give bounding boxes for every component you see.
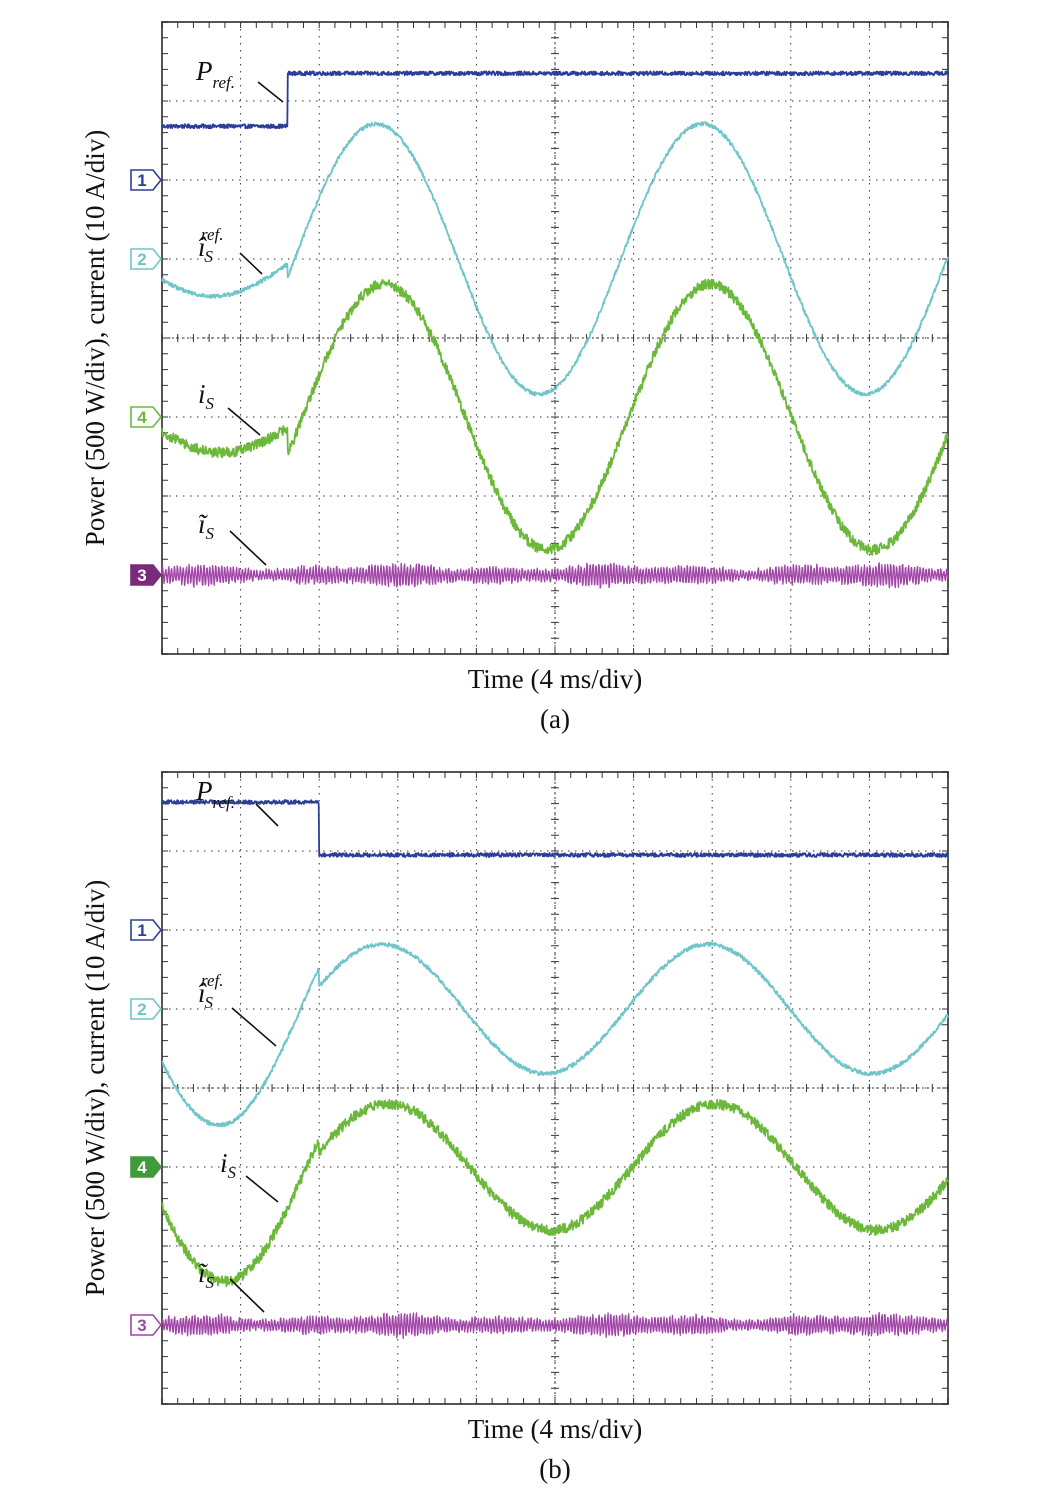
- svg-text:ĩS: ĩS: [198, 1258, 215, 1292]
- scope-traces: [161, 70, 949, 589]
- annotation-is-tilde: ĩS: [198, 1258, 265, 1313]
- svg-text:iS: iS: [220, 1148, 237, 1182]
- trace-p-ref: [161, 70, 949, 130]
- annotation-main: ĩ: [198, 509, 208, 539]
- annotation-p-ref: Pref.: [195, 56, 284, 103]
- annotation-main: P: [195, 56, 213, 86]
- trace-is-ref-hat: [161, 121, 949, 397]
- annotation-sub: S: [206, 524, 215, 543]
- y-axis-label: Power (500 W/div), current (10 A/div): [80, 880, 110, 1296]
- channel-marker-2: 2: [130, 248, 163, 270]
- annotation-main: î: [198, 978, 207, 1008]
- channel-marker-label: 3: [137, 566, 146, 585]
- channel-marker-1: 1: [130, 919, 163, 941]
- y-axis-label: Power (500 W/div), current (10 A/div): [80, 130, 110, 546]
- scope-traces: [161, 799, 949, 1340]
- channel-marker-label: 4: [137, 1158, 147, 1177]
- channel-marker-3: 3: [130, 1314, 163, 1336]
- annotation-i-s: iS: [220, 1148, 279, 1203]
- annotation-sup: ref.: [201, 971, 224, 990]
- svg-text:Pref.: Pref.: [195, 776, 235, 812]
- channel-marker-label: 4: [137, 408, 147, 427]
- trace-i-s: [161, 1098, 949, 1288]
- annotation-leader: [245, 1175, 279, 1203]
- annotation-p-ref: Pref.: [195, 776, 279, 827]
- annotation-sub: S: [206, 1273, 215, 1292]
- annotation-is-ref: îSref.: [198, 225, 263, 275]
- channel-marker-label: 2: [137, 250, 146, 269]
- channel-marker-3: 3: [130, 564, 163, 586]
- trace-p-ref: [161, 799, 949, 858]
- channel-marker-4: 4: [130, 406, 163, 428]
- annotation-sub: S: [205, 993, 214, 1012]
- annotation-main: i: [198, 379, 206, 409]
- annotation-leader: [229, 530, 267, 566]
- annotation-main: î: [198, 232, 207, 262]
- annotation-sub: ref.: [213, 73, 236, 92]
- channel-markers: 1 2 4 3: [130, 169, 163, 586]
- svg-text:îSref.: îSref.: [198, 971, 224, 1012]
- grid-minor-ticks: [161, 771, 949, 1405]
- channel-marker-1: 1: [130, 169, 163, 191]
- annotation-leader: [239, 252, 263, 275]
- annotation-leader: [231, 1007, 277, 1047]
- annotation-main: i: [220, 1148, 228, 1178]
- annotation-leader: [257, 81, 284, 103]
- x-axis-label: Time (4 ms/div): [468, 1414, 643, 1444]
- annotation-sup: ref.: [201, 225, 224, 244]
- annotation-is-ref: îSref.: [198, 971, 277, 1047]
- svg-text:Pref.: Pref.: [195, 56, 235, 92]
- annotation-i-s: iS: [198, 379, 261, 436]
- x-axis-label: Time (4 ms/div): [468, 664, 643, 694]
- trace-is-tilde: [161, 562, 949, 589]
- trace-is-tilde: [161, 1311, 949, 1340]
- annotation-sub: S: [205, 247, 214, 266]
- annotation-main: P: [195, 776, 213, 806]
- channel-marker-label: 1: [137, 171, 146, 190]
- annotation-leader: [229, 1278, 265, 1313]
- annotation-sub: ref.: [213, 793, 236, 812]
- panel-label: (a): [540, 704, 570, 734]
- channel-marker-label: 3: [137, 1316, 146, 1335]
- channel-markers: 1 2 4 3: [130, 919, 163, 1336]
- trace-i-s: [161, 278, 949, 556]
- grid-minor-ticks: [161, 21, 949, 655]
- svg-text:îSref.: îSref.: [198, 225, 224, 266]
- trace-is-ref-hat: [161, 941, 949, 1128]
- channel-marker-2: 2: [130, 998, 163, 1020]
- channel-marker-label: 2: [137, 1000, 146, 1019]
- svg-text:ĩS: ĩS: [198, 509, 215, 543]
- annotation-leader: [227, 407, 261, 436]
- svg-text:iS: iS: [198, 379, 215, 413]
- annotation-sub: S: [228, 1163, 237, 1182]
- channel-marker-4: 4: [130, 1156, 163, 1178]
- annotation-is-tilde: ĩS: [198, 509, 267, 566]
- annotation-main: ĩ: [198, 1258, 208, 1288]
- annotation-sub: S: [206, 394, 215, 413]
- channel-marker-label: 1: [137, 921, 146, 940]
- annotation-leader: [255, 803, 279, 827]
- panel-label: (b): [539, 1454, 570, 1484]
